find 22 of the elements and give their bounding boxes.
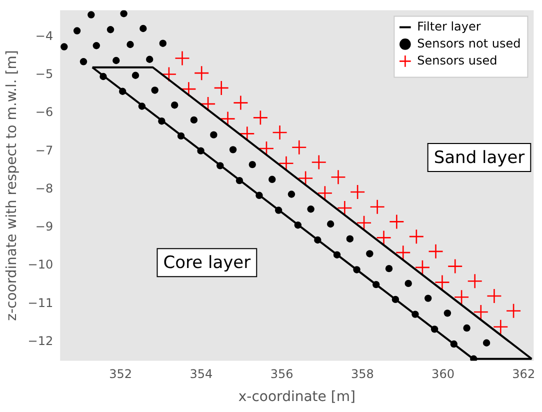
y-tick-label: −6 xyxy=(35,105,54,120)
x-tick-label: 356 xyxy=(270,367,294,382)
x-tick-label: 358 xyxy=(350,367,374,382)
y-tick-label: −5 xyxy=(35,67,54,82)
x-tick-label: 354 xyxy=(190,367,213,382)
y-tick-label: −4 xyxy=(35,29,54,43)
annotation: Sand layer xyxy=(434,148,525,168)
y-tick-label: −11 xyxy=(28,296,54,310)
x-tick-label: 352 xyxy=(109,367,132,382)
legend-label: Sensors not used xyxy=(417,36,521,50)
y-tick-label: −9 xyxy=(35,220,54,234)
y-tick-label: −10 xyxy=(28,258,54,272)
legend-label: Sensors used xyxy=(417,53,498,68)
y-tick-label: −12 xyxy=(28,334,54,348)
x-tick-label: 362 xyxy=(512,367,536,382)
y-axis-title: z-coordinate with respect to m.w.l. [m] xyxy=(4,50,20,321)
x-axis-title: x-coordinate [m] xyxy=(238,389,356,406)
y-tick-label: −8 xyxy=(35,181,54,196)
annotation: Core layer xyxy=(163,253,251,274)
x-tick-label: 360 xyxy=(432,367,454,382)
y-tick-label: −7 xyxy=(35,143,54,158)
legend-label: Filter layer xyxy=(417,19,481,34)
